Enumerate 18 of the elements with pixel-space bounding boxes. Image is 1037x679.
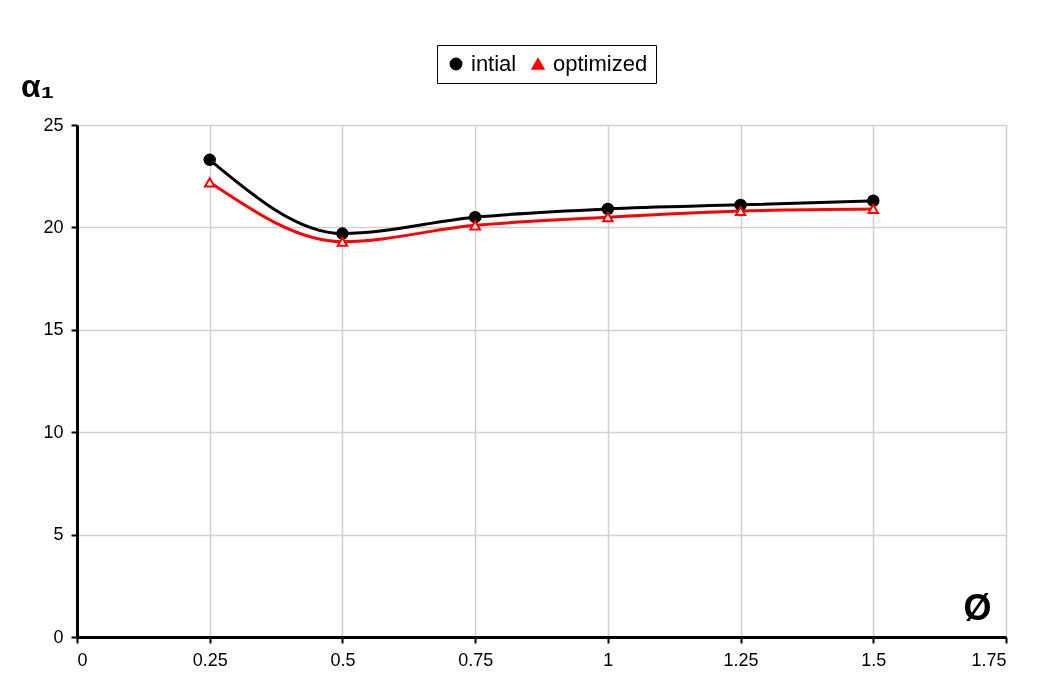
y-tick-label: 0 <box>53 626 64 647</box>
y-tick-label: 20 <box>43 216 64 237</box>
legend-label: intial <box>471 51 517 76</box>
x-axis-title: Ø <box>963 586 992 628</box>
y-tick-label: 10 <box>43 421 64 442</box>
x-tick-label: 0.75 <box>458 649 494 670</box>
x-tick-label: 0.5 <box>330 649 356 670</box>
x-tick-label: 1.5 <box>861 649 887 670</box>
x-tick-label: 0.25 <box>192 649 228 670</box>
legend-label: optimized <box>553 51 648 76</box>
x-tick-label: 1 <box>603 649 614 670</box>
y-tick-label: 15 <box>43 319 64 340</box>
y-tick-label: 25 <box>43 114 64 135</box>
y-tick-label: 5 <box>53 524 64 545</box>
x-tick-label: 1.75 <box>971 649 1007 670</box>
y-axis-title: α₁ <box>21 67 54 104</box>
x-tick-label: 0 <box>77 649 88 670</box>
x-tick-label: 1.25 <box>723 649 759 670</box>
